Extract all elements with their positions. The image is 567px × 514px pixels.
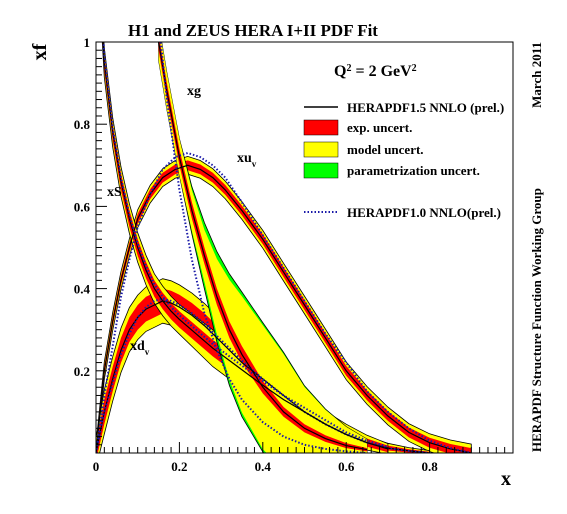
legend-label-central: HERAPDF1.5 NNLO (prel.) xyxy=(347,100,504,115)
x-axis-label: x xyxy=(501,468,511,490)
chart-title: H1 and ZEUS HERA I+II PDF Fit xyxy=(128,21,378,40)
band-xg-exp xyxy=(158,42,368,452)
curve-label-xS: xS xyxy=(107,185,122,200)
y-tick-label: 0.8 xyxy=(74,117,91,132)
x-tick-label: 0 xyxy=(93,459,100,474)
curve-label-xuv-base: xu xyxy=(237,151,252,166)
scale-label: Q2 = 2 GeV2 xyxy=(334,63,417,81)
x-tick-label: 0.2 xyxy=(171,459,187,474)
legend-label-param: parametrization uncert. xyxy=(347,163,480,178)
curve-label-xdv-base: xd xyxy=(130,339,145,354)
legend: HERAPDF1.5 NNLO (prel.) exp. uncert. mod… xyxy=(303,100,504,220)
line-xuv-central xyxy=(96,164,472,453)
scale-label-mid: = 2 GeV xyxy=(351,63,412,80)
legend-label-old: HERAPDF1.0 NNLO(prel.) xyxy=(347,205,501,220)
line-xg-old xyxy=(159,42,368,453)
y-tick-label: 1 xyxy=(84,35,91,50)
x-tick-label: 0.6 xyxy=(338,459,355,474)
y-axis-label: xf xyxy=(29,43,51,60)
y-tick-label: 0.2 xyxy=(74,364,90,379)
x-tick-label: 0.4 xyxy=(255,459,272,474)
uncertainty-bands xyxy=(96,42,472,453)
side-label-date: March 2011 xyxy=(529,42,544,108)
central-lines xyxy=(96,42,472,453)
curve-label-xuv-sub: v xyxy=(252,159,257,169)
legend-swatch-model xyxy=(303,141,339,158)
legend-swatch-exp xyxy=(303,119,339,136)
line-xS-central xyxy=(102,42,389,450)
legend-label-exp: exp. uncert. xyxy=(347,120,412,135)
axis-ticks: 0 0.2 0.4 0.6 0.8 0.2 0.4 0.6 0.8 1 xyxy=(74,35,514,474)
curve-label-xg: xg xyxy=(187,84,201,99)
curve-label-xdv: xdv xyxy=(130,339,150,357)
x-tick-label: 0.8 xyxy=(421,459,438,474)
curve-label-xdv-sub: v xyxy=(145,347,150,357)
scale-label-base: Q xyxy=(334,63,346,80)
line-xuv-old xyxy=(96,151,472,453)
curve-label-xuv: xuv xyxy=(237,151,257,169)
side-label-group: HERAPDF Structure Function Working Group xyxy=(529,188,544,452)
legend-swatch-param xyxy=(303,162,339,179)
legend-label-model: model uncert. xyxy=(347,142,424,157)
scale-label-sup2: 2 xyxy=(412,63,417,74)
y-tick-label: 0.4 xyxy=(74,282,91,297)
line-xdv-old xyxy=(96,297,430,453)
scale-label-sup1: 2 xyxy=(346,63,351,74)
line-xg-central xyxy=(158,42,368,451)
y-tick-label: 0.6 xyxy=(74,199,91,214)
